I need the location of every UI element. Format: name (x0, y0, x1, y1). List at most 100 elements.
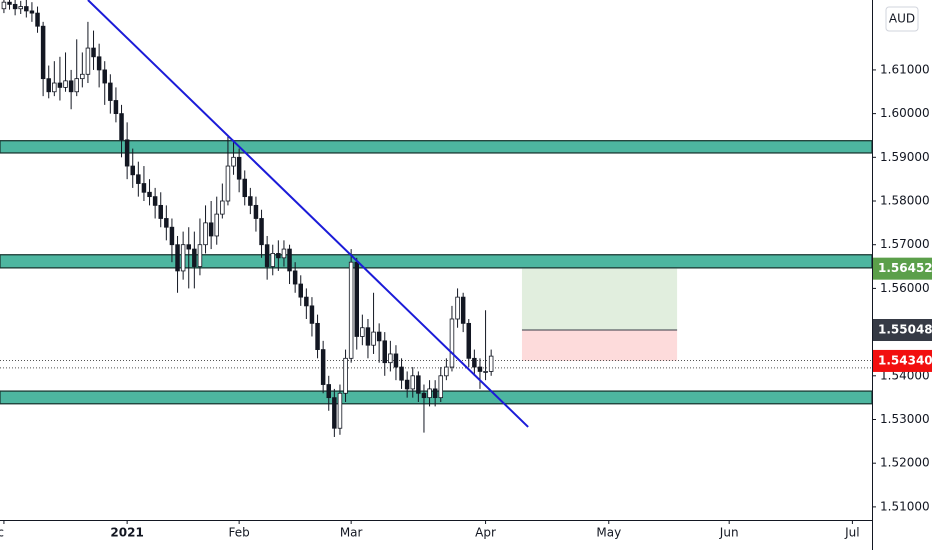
candle-body (270, 253, 275, 267)
candle-body (231, 156, 236, 167)
price-badge (873, 257, 932, 280)
candle-body (421, 392, 427, 399)
candle-body (68, 80, 74, 93)
candle-body (281, 248, 287, 259)
candle-body (472, 357, 477, 368)
price-badge (873, 319, 932, 342)
candle-body (225, 165, 231, 202)
candle-body (80, 73, 85, 80)
candle-body (158, 204, 163, 219)
candle-body (192, 248, 197, 267)
candle-body (365, 327, 371, 346)
candle-body (432, 388, 438, 399)
currency-label: AUD (889, 12, 915, 26)
x-tick-label: Jul (844, 526, 859, 540)
candle-body (455, 296, 460, 320)
candle-body (40, 25, 46, 80)
candle-body (248, 196, 253, 206)
zone (0, 140, 872, 154)
candle-body (63, 80, 68, 88)
candle-body (214, 213, 219, 237)
candle-body (460, 296, 466, 324)
candle-body (315, 322, 320, 350)
y-tick-label: 1.58000 (880, 194, 930, 208)
candle-body (337, 392, 343, 429)
loss-zone (521, 330, 678, 361)
candle-body (130, 165, 135, 176)
candle-body (12, 3, 18, 10)
price-badge (873, 349, 932, 372)
y-tick-label: 1.53000 (880, 412, 930, 426)
y-tick-label: 1.61000 (880, 62, 930, 76)
zone (0, 254, 872, 269)
candle-body (24, 6, 29, 12)
candle-body (483, 371, 488, 373)
candle-body (427, 388, 432, 399)
candle-body (253, 204, 259, 219)
candle-body (354, 261, 360, 337)
candle-body (488, 355, 494, 372)
candle-body (371, 331, 376, 346)
candle-body (399, 366, 404, 381)
candle-body (46, 78, 51, 93)
candle-body (29, 10, 35, 14)
candle-body (35, 12, 40, 27)
candle-body (208, 222, 214, 237)
candle-body (96, 56, 102, 71)
y-tick-label: 1.60000 (880, 106, 930, 120)
candle-body (376, 331, 382, 342)
candle-body (1, 1, 7, 10)
trendline (87, 0, 529, 428)
x-tick-label: Apr (475, 526, 496, 540)
candle-body (393, 353, 399, 368)
candle-body (164, 218, 169, 228)
x-tick-label: Feb (229, 526, 250, 540)
candle-body (438, 375, 444, 399)
y-tick-label: 1.51000 (880, 499, 930, 513)
candle-body (276, 253, 281, 259)
candle-body (309, 305, 315, 324)
x-tick-label: May (596, 526, 621, 540)
candle-body (360, 327, 365, 337)
candle-body (298, 283, 303, 298)
candle-body (186, 244, 191, 250)
profit-zone (521, 268, 678, 331)
candle-body (410, 375, 416, 390)
candle-body (444, 366, 449, 377)
price-badge-label: 1.55048 (878, 323, 932, 337)
candle-body (175, 244, 180, 272)
candle-body (141, 183, 147, 193)
x-tick-label: ec (0, 526, 4, 540)
x-tick-label: Jun (719, 526, 739, 540)
candle-body (203, 222, 208, 246)
candle-body (404, 379, 410, 390)
candle-body (119, 113, 124, 141)
candle-body (152, 196, 158, 206)
candle-body (102, 69, 107, 84)
candle-body (180, 244, 186, 272)
y-tick-label: 1.59000 (880, 150, 930, 164)
currency-badge[interactable] (885, 6, 919, 32)
plot-area (0, 0, 872, 437)
candle-body (52, 82, 57, 93)
candle-body (304, 296, 309, 307)
candle-body (264, 244, 270, 267)
candle-body (18, 6, 23, 10)
candle-body (326, 384, 331, 399)
candle-body (259, 218, 264, 246)
candle-body (124, 139, 130, 167)
candle-body (416, 375, 421, 394)
axes: 1.510001.520001.530001.540001.550001.560… (0, 62, 932, 540)
candle-body (220, 200, 225, 215)
candle-body (197, 244, 203, 267)
y-tick-label: 1.52000 (880, 456, 930, 470)
candle-body (169, 226, 175, 246)
candle-body (449, 318, 455, 368)
x-tick-label: Mar (340, 526, 363, 540)
candle-body (91, 47, 96, 58)
candle-body (74, 78, 79, 93)
candle-body (292, 270, 298, 285)
candle-body (466, 322, 472, 359)
